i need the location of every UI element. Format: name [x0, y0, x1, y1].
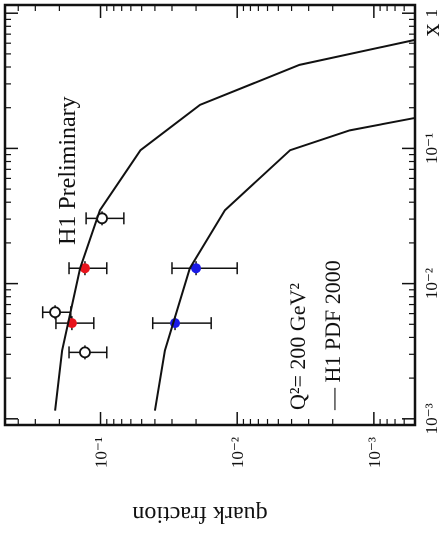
- annotation: Q²= 200 GeV²: [285, 283, 310, 410]
- data-point: [79, 346, 91, 359]
- data-point: [49, 306, 61, 319]
- plot-area: 10⁻³ 10⁻² 10⁻¹ 1 10⁻³ 10⁻² 10⁻¹ x quark fraction…: [3, 3, 445, 527]
- x-axis-label: x: [416, 24, 445, 37]
- y-tick-label: 10⁻¹: [92, 437, 111, 468]
- data-point: [79, 263, 90, 274]
- y-tick-label: 10⁻³: [365, 437, 384, 468]
- x-tick-label: 10⁻³: [422, 403, 441, 434]
- y-tick-label: 10⁻²: [228, 437, 247, 468]
- data-point: [191, 263, 202, 274]
- x-tick-label: 10⁻²: [422, 268, 441, 299]
- x-tick-label: 1: [422, 9, 441, 18]
- y-axis-label: quark fraction: [132, 501, 267, 527]
- curve: [54, 38, 416, 411]
- frame: [3, 3, 417, 427]
- annotation: — H1 PDF 2000: [320, 260, 345, 411]
- annotation: H1 Preliminary: [55, 96, 81, 245]
- curve: [153, 116, 416, 411]
- x-tick-label: 10⁻¹: [422, 133, 441, 164]
